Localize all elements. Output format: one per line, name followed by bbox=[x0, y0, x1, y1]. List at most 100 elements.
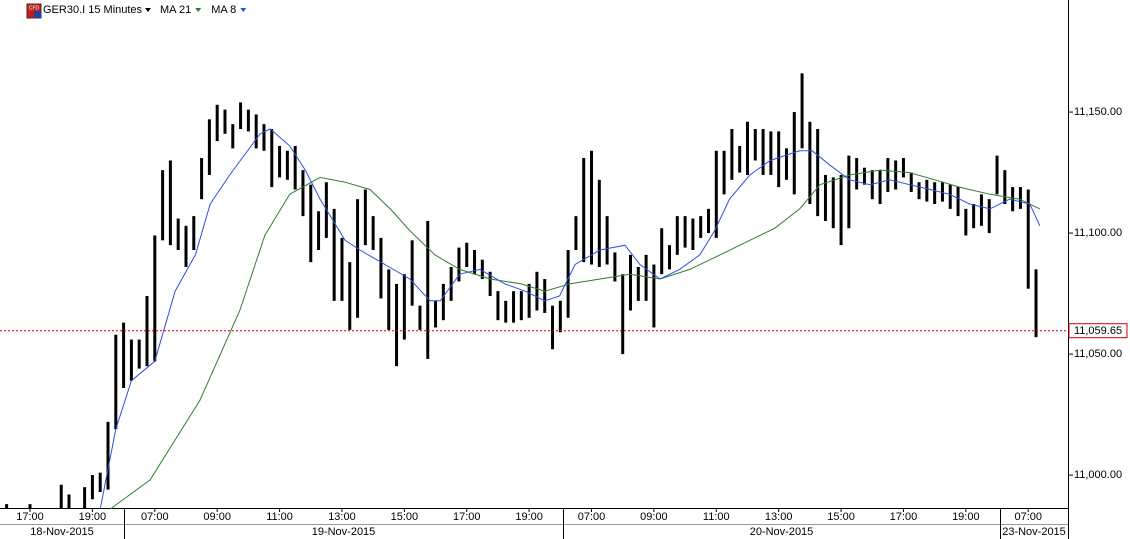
price-bar bbox=[262, 124, 266, 151]
legend-dropdown-arrow[interactable] bbox=[195, 8, 202, 12]
price-bar bbox=[449, 266, 453, 301]
price-bar bbox=[223, 109, 227, 134]
price-bar bbox=[956, 187, 960, 217]
price-bar bbox=[761, 128, 765, 175]
price-bar bbox=[363, 189, 367, 246]
price-bar bbox=[683, 216, 687, 248]
price-bar bbox=[356, 199, 360, 318]
price-bar bbox=[660, 228, 664, 275]
price-bar bbox=[270, 128, 274, 188]
price-bar bbox=[387, 269, 391, 330]
price-bar bbox=[285, 150, 289, 180]
price-bar bbox=[940, 182, 944, 202]
price-bar bbox=[777, 131, 781, 188]
price-bar bbox=[972, 204, 976, 229]
price-bar bbox=[917, 182, 921, 200]
price-bar bbox=[278, 145, 282, 178]
price-bar bbox=[1018, 187, 1022, 209]
price-bar bbox=[340, 237, 344, 301]
price-bar bbox=[535, 271, 539, 311]
price-bar bbox=[504, 300, 508, 323]
moving-average-line bbox=[110, 169, 1041, 510]
price-bar bbox=[675, 216, 679, 255]
price-bar bbox=[418, 305, 422, 330]
price-bar bbox=[558, 300, 562, 333]
price-bar bbox=[434, 300, 438, 328]
price-bar bbox=[948, 184, 952, 209]
price-bar bbox=[613, 252, 617, 282]
price-bar bbox=[441, 283, 445, 321]
price-bar bbox=[129, 339, 133, 381]
x-tick-label: 07:00 bbox=[141, 511, 169, 523]
price-bar bbox=[901, 158, 905, 178]
price-bar bbox=[823, 174, 827, 221]
price-bar bbox=[706, 208, 710, 234]
price-bar bbox=[512, 291, 516, 323]
header: CFD GER30.I 15 Minutes bbox=[26, 3, 151, 19]
x-tick-label: 17:00 bbox=[16, 511, 44, 523]
legend-entry[interactable]: MA 8 bbox=[211, 4, 236, 16]
price-bar bbox=[644, 254, 648, 301]
price-bar bbox=[184, 225, 188, 267]
price-bar bbox=[636, 266, 640, 301]
price-bar bbox=[831, 177, 835, 229]
price-bar bbox=[543, 279, 547, 313]
x-tick-label: 13:00 bbox=[328, 511, 356, 523]
dropdown-arrow[interactable] bbox=[145, 8, 151, 12]
price-bar bbox=[28, 504, 32, 509]
x-tick-label: 09:00 bbox=[203, 511, 231, 523]
price-bar bbox=[301, 170, 305, 217]
price-bar bbox=[909, 172, 913, 192]
price-bar bbox=[176, 218, 180, 251]
price-bar bbox=[582, 158, 586, 263]
price-bar bbox=[551, 305, 555, 350]
price-bar bbox=[878, 170, 882, 205]
x-tick-label: 15:00 bbox=[827, 511, 855, 523]
x-tick-label: 17:00 bbox=[453, 511, 481, 523]
y-tick-label: 11,000.00 bbox=[1074, 469, 1122, 481]
price-bar bbox=[738, 145, 742, 173]
last-price-label: 11,059.65 bbox=[1074, 325, 1122, 337]
instrument-title[interactable]: GER30.I 15 Minutes bbox=[43, 4, 143, 16]
price-bar bbox=[90, 475, 94, 500]
price-bar bbox=[847, 155, 851, 229]
price-bar bbox=[605, 216, 609, 265]
price-bar bbox=[153, 235, 157, 362]
price-bar bbox=[231, 124, 235, 149]
price-bar bbox=[995, 155, 999, 195]
price-bar bbox=[5, 504, 9, 509]
legend-dropdown-arrow[interactable] bbox=[240, 8, 247, 12]
price-bar bbox=[691, 218, 695, 251]
price-bar bbox=[67, 494, 71, 509]
price-bar bbox=[925, 179, 929, 202]
price-bar bbox=[122, 322, 126, 388]
x-tick-label: 17:00 bbox=[890, 511, 918, 523]
price-bar bbox=[800, 73, 804, 149]
price-bar bbox=[714, 150, 718, 238]
price-bar bbox=[98, 472, 102, 493]
price-bar bbox=[379, 237, 383, 299]
price-bar bbox=[792, 112, 796, 195]
price-bar bbox=[293, 145, 297, 190]
price-bar bbox=[348, 262, 352, 330]
legend-entry[interactable]: MA 21 bbox=[160, 4, 191, 16]
price-bar bbox=[215, 104, 219, 142]
price-bar bbox=[597, 179, 601, 267]
price-bar bbox=[1026, 189, 1030, 289]
price-bar bbox=[745, 121, 749, 175]
price-bar bbox=[979, 194, 983, 226]
price-bar bbox=[488, 271, 492, 296]
price-bar bbox=[1003, 170, 1007, 205]
price-bar bbox=[496, 291, 500, 321]
date-label: 20-Nov-2015 bbox=[750, 526, 814, 538]
date-label: 19-Nov-2015 bbox=[312, 526, 376, 538]
price-bar bbox=[254, 114, 258, 149]
price-bar bbox=[816, 128, 820, 217]
price-bar bbox=[480, 259, 484, 280]
price-bar bbox=[784, 148, 788, 180]
price-bar bbox=[59, 484, 63, 509]
price-bar bbox=[137, 339, 141, 369]
price-bar bbox=[426, 220, 430, 359]
price-bar bbox=[862, 167, 866, 185]
